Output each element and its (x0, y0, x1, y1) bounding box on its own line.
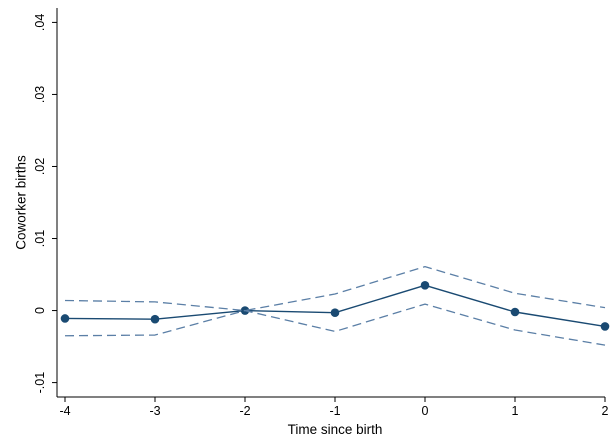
x-tick-label: -4 (59, 404, 70, 418)
estimate-point (150, 314, 160, 324)
x-tick-label: -3 (149, 404, 160, 418)
estimate-point (420, 281, 430, 290)
y-tick-label: .02 (33, 158, 47, 175)
x-tick-label: -1 (329, 404, 340, 418)
y-tick-label: 0 (33, 307, 47, 314)
y-tick-label: .04 (33, 14, 47, 31)
lower-ci-line (64, 303, 606, 346)
x-tick-label: 0 (422, 404, 429, 418)
axes: -.01 0 .01 .02 .03 .04 -4 -3 -2 -1 0 1 2 (33, 8, 609, 418)
estimate-point (330, 308, 340, 318)
y-tick-label: .01 (33, 230, 47, 247)
estimate-point (510, 307, 520, 317)
upper-ci-line (64, 265, 606, 312)
x-tick-label: 2 (602, 404, 609, 418)
x-axis-title: Time since birth (288, 422, 383, 437)
x-tick-label: 1 (512, 404, 519, 418)
y-axis-title: Coworker births (14, 155, 29, 250)
estimate-point (600, 322, 610, 331)
x-tick-label: -2 (239, 404, 250, 418)
estimate-point (60, 314, 70, 323)
y-tick-label: -.01 (33, 372, 47, 394)
y-tick-label: .03 (33, 86, 47, 103)
series-layer (60, 265, 610, 346)
